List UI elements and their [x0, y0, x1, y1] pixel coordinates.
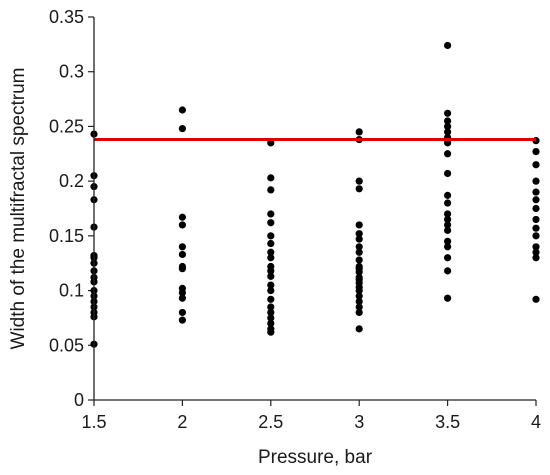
- data-point: [355, 177, 363, 185]
- data-point: [355, 286, 363, 295]
- data-point: [267, 232, 275, 240]
- data-point: [444, 237, 452, 245]
- data-points: [90, 41, 540, 348]
- data-point: [355, 235, 363, 243]
- y-tick-label: 0.1: [59, 281, 84, 301]
- data-point: [532, 254, 540, 262]
- data-point: [532, 204, 540, 213]
- y-axis-ticks: 0 0.05 0.1 0.15 0.2 0.25 0.3 0.35: [49, 7, 94, 410]
- data-point: [444, 191, 452, 199]
- y-tick-label: 0.2: [59, 171, 84, 191]
- data-point: [267, 210, 275, 218]
- data-point: [532, 224, 540, 232]
- data-point: [444, 122, 452, 131]
- data-point: [532, 196, 540, 204]
- x-tick-label: 2.5: [258, 412, 283, 432]
- data-point: [267, 254, 275, 262]
- data-point: [355, 248, 363, 256]
- data-point: [267, 295, 275, 303]
- data-point: [355, 292, 363, 300]
- y-tick-label: 0.15: [49, 226, 84, 246]
- data-point: [178, 125, 186, 133]
- data-point: [444, 117, 452, 125]
- data-point: [444, 243, 452, 251]
- data-point: [444, 221, 452, 229]
- data-point: [355, 243, 363, 251]
- data-point: [532, 177, 540, 185]
- data-point: [267, 314, 275, 322]
- y-tick-label: 0.3: [59, 62, 84, 82]
- data-point: [355, 297, 363, 306]
- data-point: [267, 328, 275, 336]
- data-point: [178, 243, 186, 251]
- data-point: [532, 232, 540, 240]
- data-point: [444, 226, 452, 234]
- data-point: [532, 295, 540, 303]
- y-axis-title: Width of the multifractal spectrum: [8, 68, 29, 350]
- data-point: [355, 276, 363, 284]
- data-point: [355, 185, 363, 193]
- data-point: [267, 272, 275, 280]
- data-point: [267, 174, 275, 182]
- data-point: [267, 319, 275, 327]
- data-point: [355, 128, 363, 136]
- data-point: [267, 281, 275, 289]
- data-point: [444, 294, 452, 302]
- data-point: [444, 215, 452, 224]
- data-point: [532, 188, 540, 196]
- data-point: [444, 169, 452, 178]
- data-point: [178, 316, 186, 324]
- data-point: [178, 213, 186, 221]
- data-point: [178, 308, 186, 317]
- data-point: [444, 210, 452, 218]
- data-point: [267, 239, 275, 248]
- data-point: [444, 254, 452, 262]
- x-tick-label: 2: [177, 412, 187, 432]
- data-point: [267, 219, 275, 227]
- y-tick-label: 0.25: [49, 116, 84, 136]
- data-point: [355, 265, 363, 273]
- data-point: [267, 267, 275, 275]
- data-point: [355, 325, 363, 333]
- data-point: [444, 150, 452, 158]
- y-tick-label: 0.05: [49, 335, 84, 355]
- x-tick-label: 3: [354, 412, 364, 432]
- y-tick-label: 0: [74, 390, 84, 410]
- data-point: [178, 294, 186, 302]
- data-point: [532, 147, 540, 156]
- data-point: [267, 248, 275, 256]
- data-point: [532, 161, 540, 169]
- data-point: [267, 186, 275, 194]
- data-point: [178, 265, 186, 273]
- x-tick-label: 1.5: [81, 412, 106, 432]
- data-point: [355, 230, 363, 238]
- data-point: [267, 308, 275, 317]
- data-point: [355, 303, 363, 311]
- x-axis-ticks: 1.5 2 2.5 3 3.5 4: [81, 400, 541, 432]
- data-point: [178, 221, 186, 229]
- data-point: [178, 289, 186, 297]
- data-point: [444, 128, 452, 136]
- x-tick-label: 4: [531, 412, 541, 432]
- y-tick-label: 0.35: [49, 7, 84, 27]
- axes: [93, 17, 536, 401]
- data-point: [267, 286, 275, 295]
- data-point: [355, 308, 363, 317]
- data-point: [178, 250, 186, 259]
- data-point: [355, 256, 363, 264]
- data-point: [532, 243, 540, 251]
- data-point: [267, 303, 275, 311]
- x-axis-title: Pressure, bar: [258, 447, 373, 468]
- data-point: [532, 215, 540, 224]
- data-point: [178, 106, 186, 114]
- data-point: [444, 109, 452, 117]
- data-point: [532, 248, 540, 256]
- data-point: [355, 221, 363, 229]
- data-point: [444, 199, 452, 207]
- data-point: [444, 41, 452, 50]
- x-tick-label: 3.5: [435, 412, 460, 432]
- data-point: [444, 267, 452, 275]
